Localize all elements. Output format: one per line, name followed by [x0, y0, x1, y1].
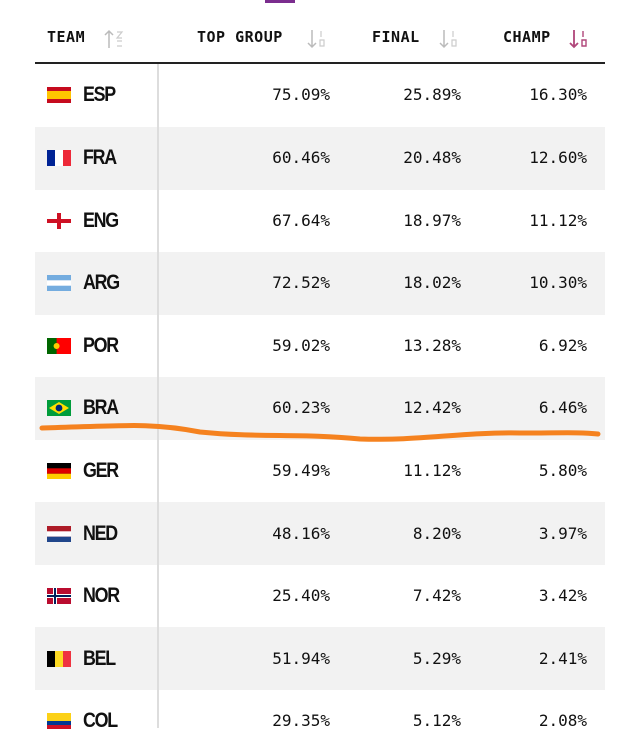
probability-cell: 72.52%	[272, 273, 330, 293]
probability-cell: 3.97%	[538, 523, 587, 543]
flag-icon	[47, 650, 71, 671]
header-champ[interactable]: CHAMP	[503, 28, 551, 46]
sort-icon[interactable]	[103, 28, 127, 50]
probability-cell: 2.41%	[538, 648, 587, 668]
probability-cell: 8.20%	[412, 523, 461, 543]
sort-icon[interactable]	[438, 28, 462, 50]
probability-cell: 51.94%	[272, 648, 330, 668]
header-team[interactable]: TEAM	[47, 28, 86, 46]
team-code: NED	[83, 521, 118, 545]
team-code: ARG	[83, 271, 120, 295]
table-row	[35, 126, 605, 190]
probability-cell: 25.89%	[403, 85, 461, 105]
team-code: FRA	[83, 145, 117, 169]
probability-cell: 48.16%	[272, 523, 330, 543]
flag-icon	[47, 87, 71, 107]
header-rule	[35, 62, 605, 64]
header-top-group[interactable]: TOP GROUP	[197, 28, 283, 46]
probability-cell: 60.46%	[272, 147, 330, 167]
page: TEAM TOP GROUP FINAL CHAMP ESP 75.09% 25.8…	[35, 0, 605, 733]
probability-cell: 5.29%	[412, 648, 461, 668]
team-code: COL	[83, 709, 118, 733]
header-final[interactable]: FINAL	[372, 28, 420, 46]
probability-cell: 25.40%	[272, 586, 330, 606]
table-row	[35, 251, 605, 315]
probability-cell: 16.30%	[529, 85, 587, 105]
table-row	[35, 502, 605, 566]
probability-cell: 18.97%	[403, 210, 461, 230]
probability-cell: 59.02%	[272, 335, 330, 355]
team-code: POR	[83, 333, 119, 357]
probability-cell: 7.42%	[412, 586, 461, 606]
flag-icon	[47, 713, 71, 733]
probability-cell: 67.64%	[272, 210, 330, 230]
flag-icon	[47, 149, 71, 170]
probability-cell: 18.02%	[403, 273, 461, 293]
flag-icon	[47, 525, 71, 546]
probability-cell: 13.28%	[403, 335, 461, 355]
team-code: ENG	[83, 208, 119, 232]
probability-cell: 12.60%	[529, 147, 587, 167]
flag-icon	[47, 212, 71, 233]
probability-cell: 5.12%	[412, 711, 461, 731]
team-code: BRA	[83, 396, 119, 420]
probability-cell: 2.08%	[538, 711, 587, 731]
probability-cell: 29.35%	[272, 711, 330, 731]
team-code: BEL	[83, 646, 116, 670]
probability-cell: 59.49%	[272, 460, 330, 480]
team-code: ESP	[83, 83, 116, 107]
probability-cell: 11.12%	[403, 460, 461, 480]
flag-icon	[47, 588, 71, 608]
probability-cell: 75.09%	[272, 85, 330, 105]
sort-icon[interactable]	[306, 28, 330, 50]
probability-cell: 5.80%	[538, 460, 587, 480]
team-code: NOR	[83, 584, 120, 608]
flag-icon	[47, 275, 71, 295]
probability-cell: 6.92%	[538, 335, 587, 355]
flag-icon	[47, 337, 71, 358]
probability-cell: 10.30%	[529, 273, 587, 293]
flag-icon	[47, 400, 71, 420]
table-row	[35, 627, 605, 691]
probability-cell: 11.12%	[529, 210, 587, 230]
probability-cell: 12.42%	[403, 398, 461, 418]
probability-cell: 3.42%	[538, 586, 587, 606]
team-code: GER	[83, 458, 119, 482]
active-tab-indicator	[265, 0, 295, 3]
probability-cell: 6.46%	[538, 398, 587, 418]
column-divider	[157, 64, 159, 728]
flag-icon	[47, 462, 71, 483]
sort-icon-active[interactable]	[568, 28, 592, 50]
probability-cell: 20.48%	[403, 147, 461, 167]
probability-cell: 60.23%	[272, 398, 330, 418]
